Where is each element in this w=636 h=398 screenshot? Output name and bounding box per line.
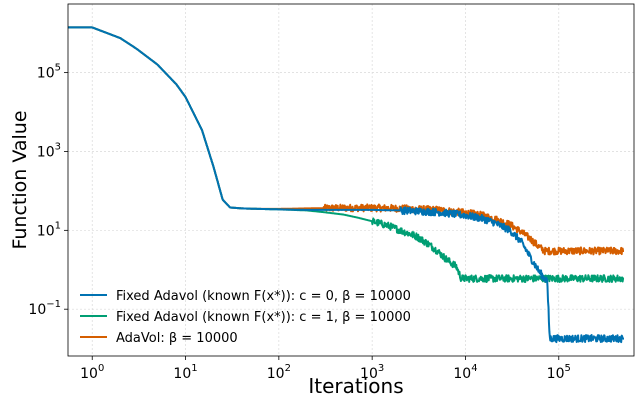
series-line bbox=[67, 26, 625, 283]
legend-label: Fixed Adavol (known F(x*)): c = 0, β = 1… bbox=[116, 289, 411, 304]
y-tick-label: 103 bbox=[37, 141, 61, 160]
legend: Fixed Adavol (known F(x*)): c = 0, β = 1… bbox=[80, 289, 411, 346]
grid bbox=[68, 4, 634, 356]
x-tick-label: 104 bbox=[453, 363, 477, 382]
x-tick-label: 105 bbox=[547, 363, 571, 382]
y-tick-label: 101 bbox=[37, 220, 61, 239]
legend-label: AdaVol: β = 10000 bbox=[116, 331, 238, 346]
x-tick-label: 102 bbox=[267, 363, 291, 382]
y-tick-label: 105 bbox=[37, 63, 61, 82]
legend-label: Fixed Adavol (known F(x*)): c = 1, β = 1… bbox=[116, 310, 411, 325]
series-line bbox=[67, 26, 625, 344]
x-tick-label: 101 bbox=[173, 363, 197, 382]
y-tick-label: 10−1 bbox=[28, 299, 61, 318]
x-axis-label: Iterations bbox=[308, 374, 403, 398]
series-line bbox=[67, 26, 625, 256]
series-layer bbox=[67, 26, 625, 344]
x-tick-label: 100 bbox=[80, 363, 104, 382]
plot-frame bbox=[67, 3, 635, 357]
y-axis-label: Function Value bbox=[9, 110, 31, 249]
